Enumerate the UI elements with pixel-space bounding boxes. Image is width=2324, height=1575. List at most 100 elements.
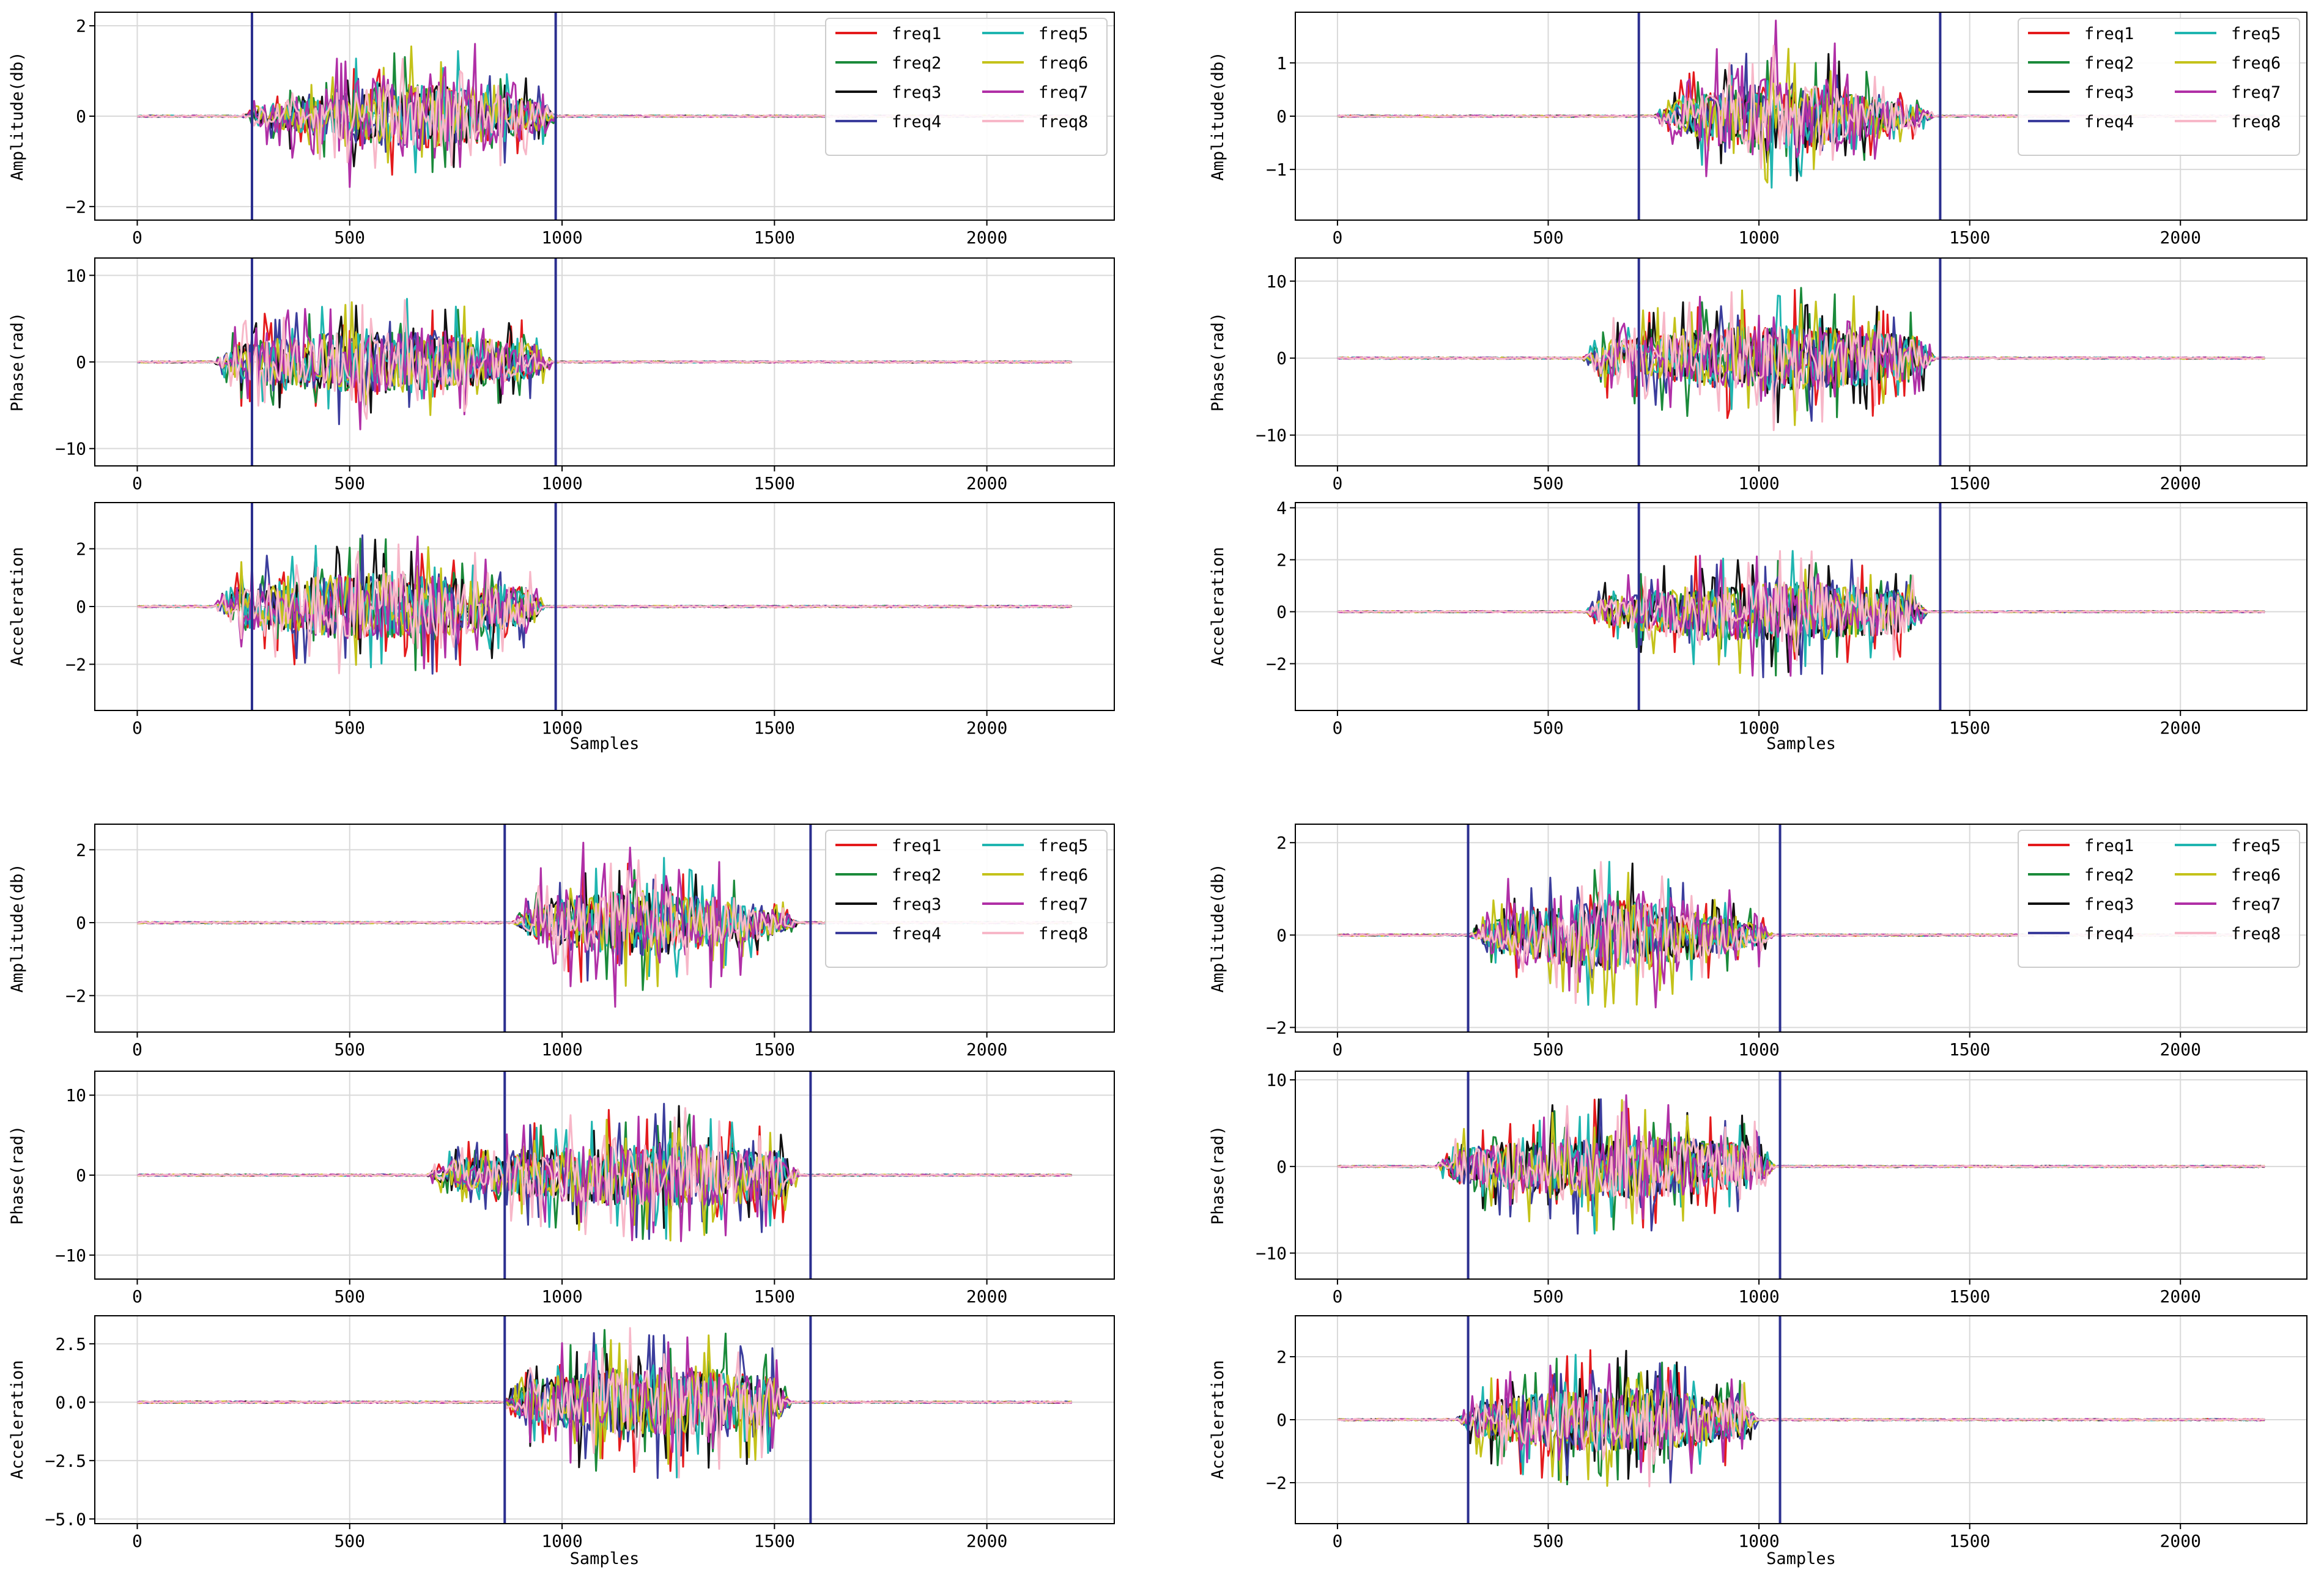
x-tick-label: 1500 <box>1949 227 1990 248</box>
legend-label-freq2: freq2 <box>892 54 941 73</box>
axes-frame <box>94 1315 1115 1524</box>
x-tick-label: 2000 <box>966 1286 1007 1307</box>
axes-frame <box>1295 824 2307 1033</box>
y-tick-label: 0 <box>1276 602 1287 622</box>
subplot-2: 0 500 1000 1500 2000 −10 0 10 Phase(rad) <box>1208 257 2307 493</box>
y-tick-label: 0 <box>1276 106 1287 127</box>
y-tick-label: 2 <box>1276 833 1287 853</box>
y-tick-label: −2 <box>65 986 86 1006</box>
series-line-freq2 <box>1337 1357 2265 1486</box>
legend-box <box>2018 830 2300 968</box>
y-tick-label: −10 <box>1256 426 1287 446</box>
x-tick-label: 1500 <box>1949 718 1990 738</box>
legend-label-freq6: freq6 <box>2231 54 2281 73</box>
y-tick-label: 0.0 <box>55 1392 86 1412</box>
legend-label-freq1: freq1 <box>2084 836 2134 855</box>
y-axis-label: Amplitude(db) <box>8 863 27 992</box>
legend-label-freq6: freq6 <box>2231 866 2281 885</box>
x-tick-label: 500 <box>1533 1531 1564 1551</box>
legend-label-freq4: freq4 <box>2084 924 2134 943</box>
legend-label-freq7: freq7 <box>1038 83 1088 102</box>
y-tick-label: 0 <box>76 1165 86 1186</box>
y-tick-label: 2 <box>1276 1347 1287 1367</box>
legend: freq1 freq2 freq3 freq4 freq5 freq6 freq7 freq8 <box>825 18 1108 156</box>
legend-box <box>2018 18 2300 156</box>
x-tick-label: 1500 <box>754 1286 795 1307</box>
series-line-freq7 <box>137 308 1073 430</box>
y-axis-label: Acceleration <box>8 547 27 666</box>
y-tick-label: −2.5 <box>45 1451 86 1471</box>
y-tick-label: −10 <box>55 439 86 459</box>
legend-box <box>825 18 1108 156</box>
series-line-freq3 <box>137 304 1072 414</box>
legend-label-freq2: freq2 <box>892 866 941 885</box>
x-tick-label: 1500 <box>754 473 795 493</box>
y-axis-label: Acceleration <box>1208 1360 1227 1479</box>
y-axis-label: Phase(rad) <box>1208 312 1227 412</box>
y-axis-label: Amplitude(db) <box>1208 51 1227 180</box>
x-tick-label: 2000 <box>2160 718 2201 738</box>
y-tick-label: 2 <box>76 539 86 559</box>
x-tick-label: 0 <box>132 227 142 248</box>
legend-label-freq6: freq6 <box>1038 54 1088 73</box>
x-tick-label: 1500 <box>1949 1531 1990 1551</box>
series-lines <box>1337 1094 2265 1235</box>
legend: freq1 freq2 freq3 freq4 freq5 freq6 freq7 freq8 <box>825 830 1108 968</box>
legend-label-freq8: freq8 <box>1038 924 1088 943</box>
x-tick-label: 0 <box>132 1531 142 1551</box>
x-tick-label: 500 <box>334 1286 365 1307</box>
legend-label-freq7: freq7 <box>2231 83 2281 102</box>
x-tick-label: 1000 <box>541 227 582 248</box>
y-axis-label: Phase(rad) <box>8 1126 27 1225</box>
x-tick-label: 500 <box>1533 227 1564 248</box>
legend-label-freq4: freq4 <box>892 924 941 943</box>
legend-label-freq3: freq3 <box>2084 895 2134 914</box>
y-tick-label: −5.0 <box>45 1509 86 1529</box>
x-tick-label: 2000 <box>2160 1286 2201 1307</box>
y-axis-label: Amplitude(db) <box>1208 863 1227 992</box>
series-line-freq8 <box>137 1107 1072 1238</box>
series-lines <box>136 1102 1073 1242</box>
y-tick-label: −2 <box>65 197 86 217</box>
x-tick-label: 2000 <box>2160 1531 2201 1551</box>
legend-label-freq5: freq5 <box>1038 836 1088 855</box>
x-tick-label: 1500 <box>754 227 795 248</box>
y-axis-label: Phase(rad) <box>8 312 27 412</box>
y-axis-label: Amplitude(db) <box>8 51 27 180</box>
x-tick-label: 1000 <box>1738 1531 1779 1551</box>
x-tick-label: 1500 <box>754 1531 795 1551</box>
series-line-freq8 <box>1337 291 2265 432</box>
y-tick-label: 2 <box>76 840 86 860</box>
series-line-freq8 <box>1337 1379 2265 1488</box>
x-tick-label: 1000 <box>1738 473 1779 493</box>
series-lines <box>136 534 1073 675</box>
subplot-2: 0 500 1000 1500 2000 −10 0 10 Phase(rad) <box>1208 1070 2307 1307</box>
subplot-1: 0 500 1000 1500 2000−101Amplitude(db)freq1fr… <box>1208 12 2307 248</box>
x-tick-label: 1000 <box>541 1039 582 1060</box>
y-tick-label: −10 <box>55 1245 86 1266</box>
x-tick-label: 1500 <box>1949 1039 1990 1060</box>
series-lines <box>136 1327 1073 1479</box>
x-tick-label: 1000 <box>1738 1039 1779 1060</box>
legend: freq1 freq2 freq3 freq4 freq5 freq6 freq7 freq8 <box>2018 18 2300 156</box>
subplot-1: 0 500 1000 1500 2000−202Amplitude(db)freq1fr… <box>1208 824 2307 1060</box>
y-tick-label: −10 <box>1256 1244 1287 1264</box>
x-tick-label: 0 <box>1332 227 1342 248</box>
legend-label-freq7: freq7 <box>1038 895 1088 914</box>
series-line-freq1 <box>1337 1349 2265 1479</box>
subplot-1: 0 500 1000 1500 2000−202Amplitude(db)freq1fr… <box>8 12 1115 248</box>
legend-label-freq6: freq6 <box>1038 866 1088 885</box>
x-tick-label: 2000 <box>2160 227 2201 248</box>
x-tick-label: 0 <box>1332 1039 1342 1060</box>
x-axis-label: Samples <box>570 734 640 753</box>
legend-label-freq4: freq4 <box>2084 112 2134 131</box>
series-lines <box>1337 550 2265 679</box>
y-tick-label: 0 <box>76 913 86 933</box>
legend-label-freq2: freq2 <box>2084 866 2134 885</box>
axes-frame <box>1295 257 2307 467</box>
x-tick-label: 1500 <box>754 718 795 738</box>
legend-label-freq5: freq5 <box>2231 24 2281 43</box>
x-tick-label: 1000 <box>1738 718 1779 738</box>
x-tick-label: 1000 <box>541 1531 582 1551</box>
